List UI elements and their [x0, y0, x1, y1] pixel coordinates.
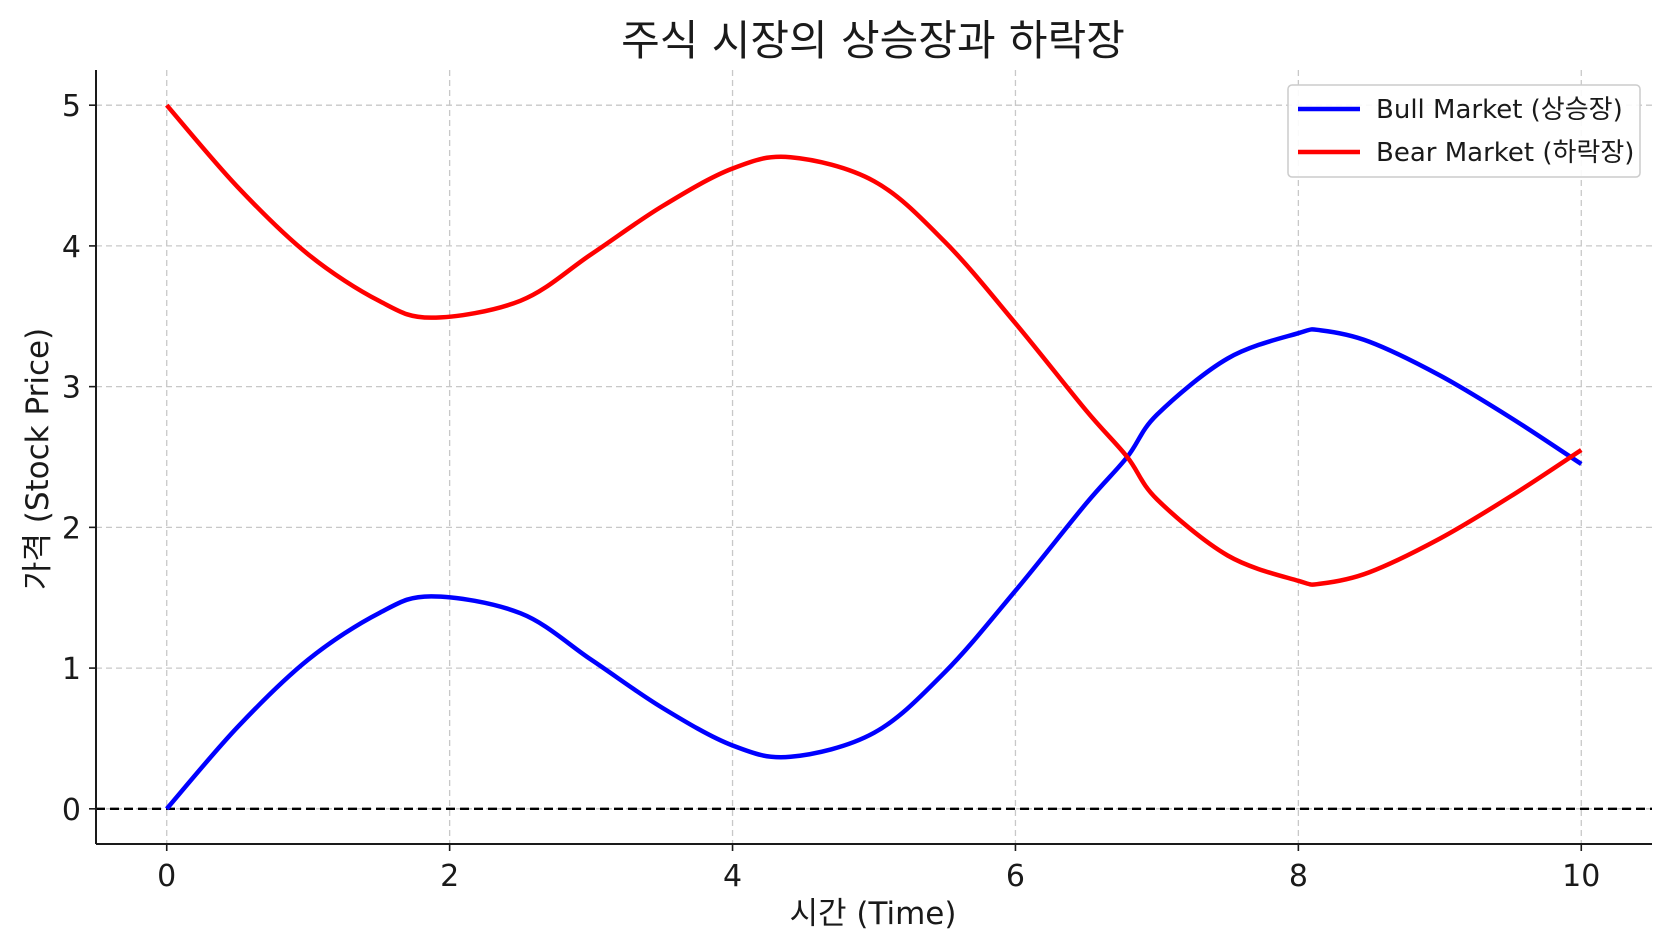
x-axis-label: 시간 (Time) [790, 896, 957, 932]
x-tick-label: 0 [157, 859, 176, 894]
x-tick-label: 10 [1562, 859, 1600, 894]
x-tick-label: 8 [1289, 859, 1308, 894]
series-line-bull [165, 327, 1583, 811]
x-tick-label: 6 [1006, 859, 1025, 894]
y-tick-label: 2 [62, 511, 81, 546]
y-axis-label: 가격 (Stock Price) [20, 328, 56, 590]
x-ticks: 0 2 4 6 8 10 [157, 844, 1600, 894]
series-line-bear [165, 103, 1583, 587]
grid [96, 70, 1652, 844]
series-lines [165, 103, 1583, 811]
y-tick-label: 1 [62, 652, 81, 687]
y-tick-label: 5 [62, 89, 81, 124]
axes [95, 70, 1652, 845]
y-ticks: 0 1 2 3 4 5 [62, 89, 96, 828]
chart-title: 주식 시장의 상승장과 하락장 [621, 16, 1125, 65]
legend: Bull Market (상승장) Bear Market (하락장) [1287, 84, 1641, 178]
legend-label-bull: Bull Market (상승장) [1376, 95, 1623, 125]
y-tick-label: 0 [62, 793, 81, 828]
x-tick-label: 2 [440, 859, 459, 894]
legend-label-bear: Bear Market (하락장) [1376, 138, 1634, 168]
x-tick-label: 4 [723, 859, 742, 894]
legend-box [1287, 84, 1641, 178]
y-tick-label: 4 [62, 230, 81, 265]
y-tick-label: 3 [62, 371, 81, 406]
